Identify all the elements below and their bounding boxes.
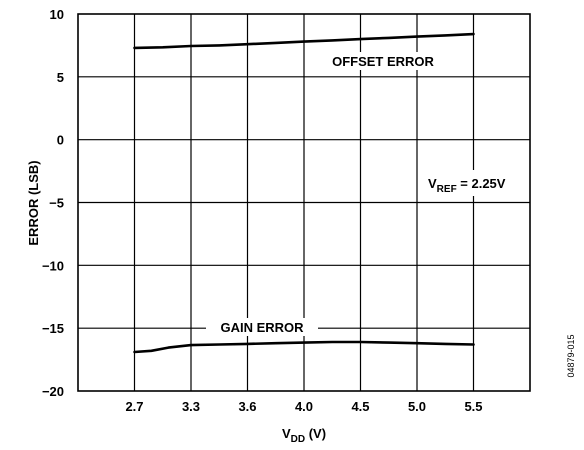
y-tick-label-4: −10 xyxy=(42,258,64,273)
y-tick-label-5: −15 xyxy=(42,321,64,336)
x-tick-label-3.6: 3.6 xyxy=(238,399,256,414)
figure-id: 04879-015 xyxy=(566,334,576,377)
x-tick-label-5.0: 5.0 xyxy=(408,399,426,414)
x-axis-title-main: V xyxy=(282,426,291,441)
x-tick-label-4.5: 4.5 xyxy=(351,399,369,414)
y-tick-label-0: 10 xyxy=(50,7,64,22)
x-tick-label-5.5: 5.5 xyxy=(464,399,482,414)
y-axis-title: ERROR (LSB) xyxy=(26,160,41,245)
vref-main: V xyxy=(428,176,437,191)
x-axis-title-sub: DD xyxy=(291,434,305,445)
x-tick-label-4.0: 4.0 xyxy=(295,399,313,414)
x-axis-title: VDD (V) xyxy=(282,426,326,445)
x-tick-label-3.3: 3.3 xyxy=(182,399,200,414)
x-tick-label-2.7: 2.7 xyxy=(125,399,143,414)
y-tick-label-3: −5 xyxy=(49,196,64,211)
vref-sub: REF xyxy=(437,184,457,195)
y-tick-label-6: −20 xyxy=(42,384,64,399)
gain-error-label: GAIN ERROR xyxy=(220,320,304,335)
y-tick-label-2: 0 xyxy=(57,133,64,148)
x-axis-title-unit: (V) xyxy=(305,426,326,441)
offset-error-label: OFFSET ERROR xyxy=(332,54,434,69)
vref-rest: = 2.25V xyxy=(457,176,506,191)
y-tick-label-1: 5 xyxy=(57,70,64,85)
